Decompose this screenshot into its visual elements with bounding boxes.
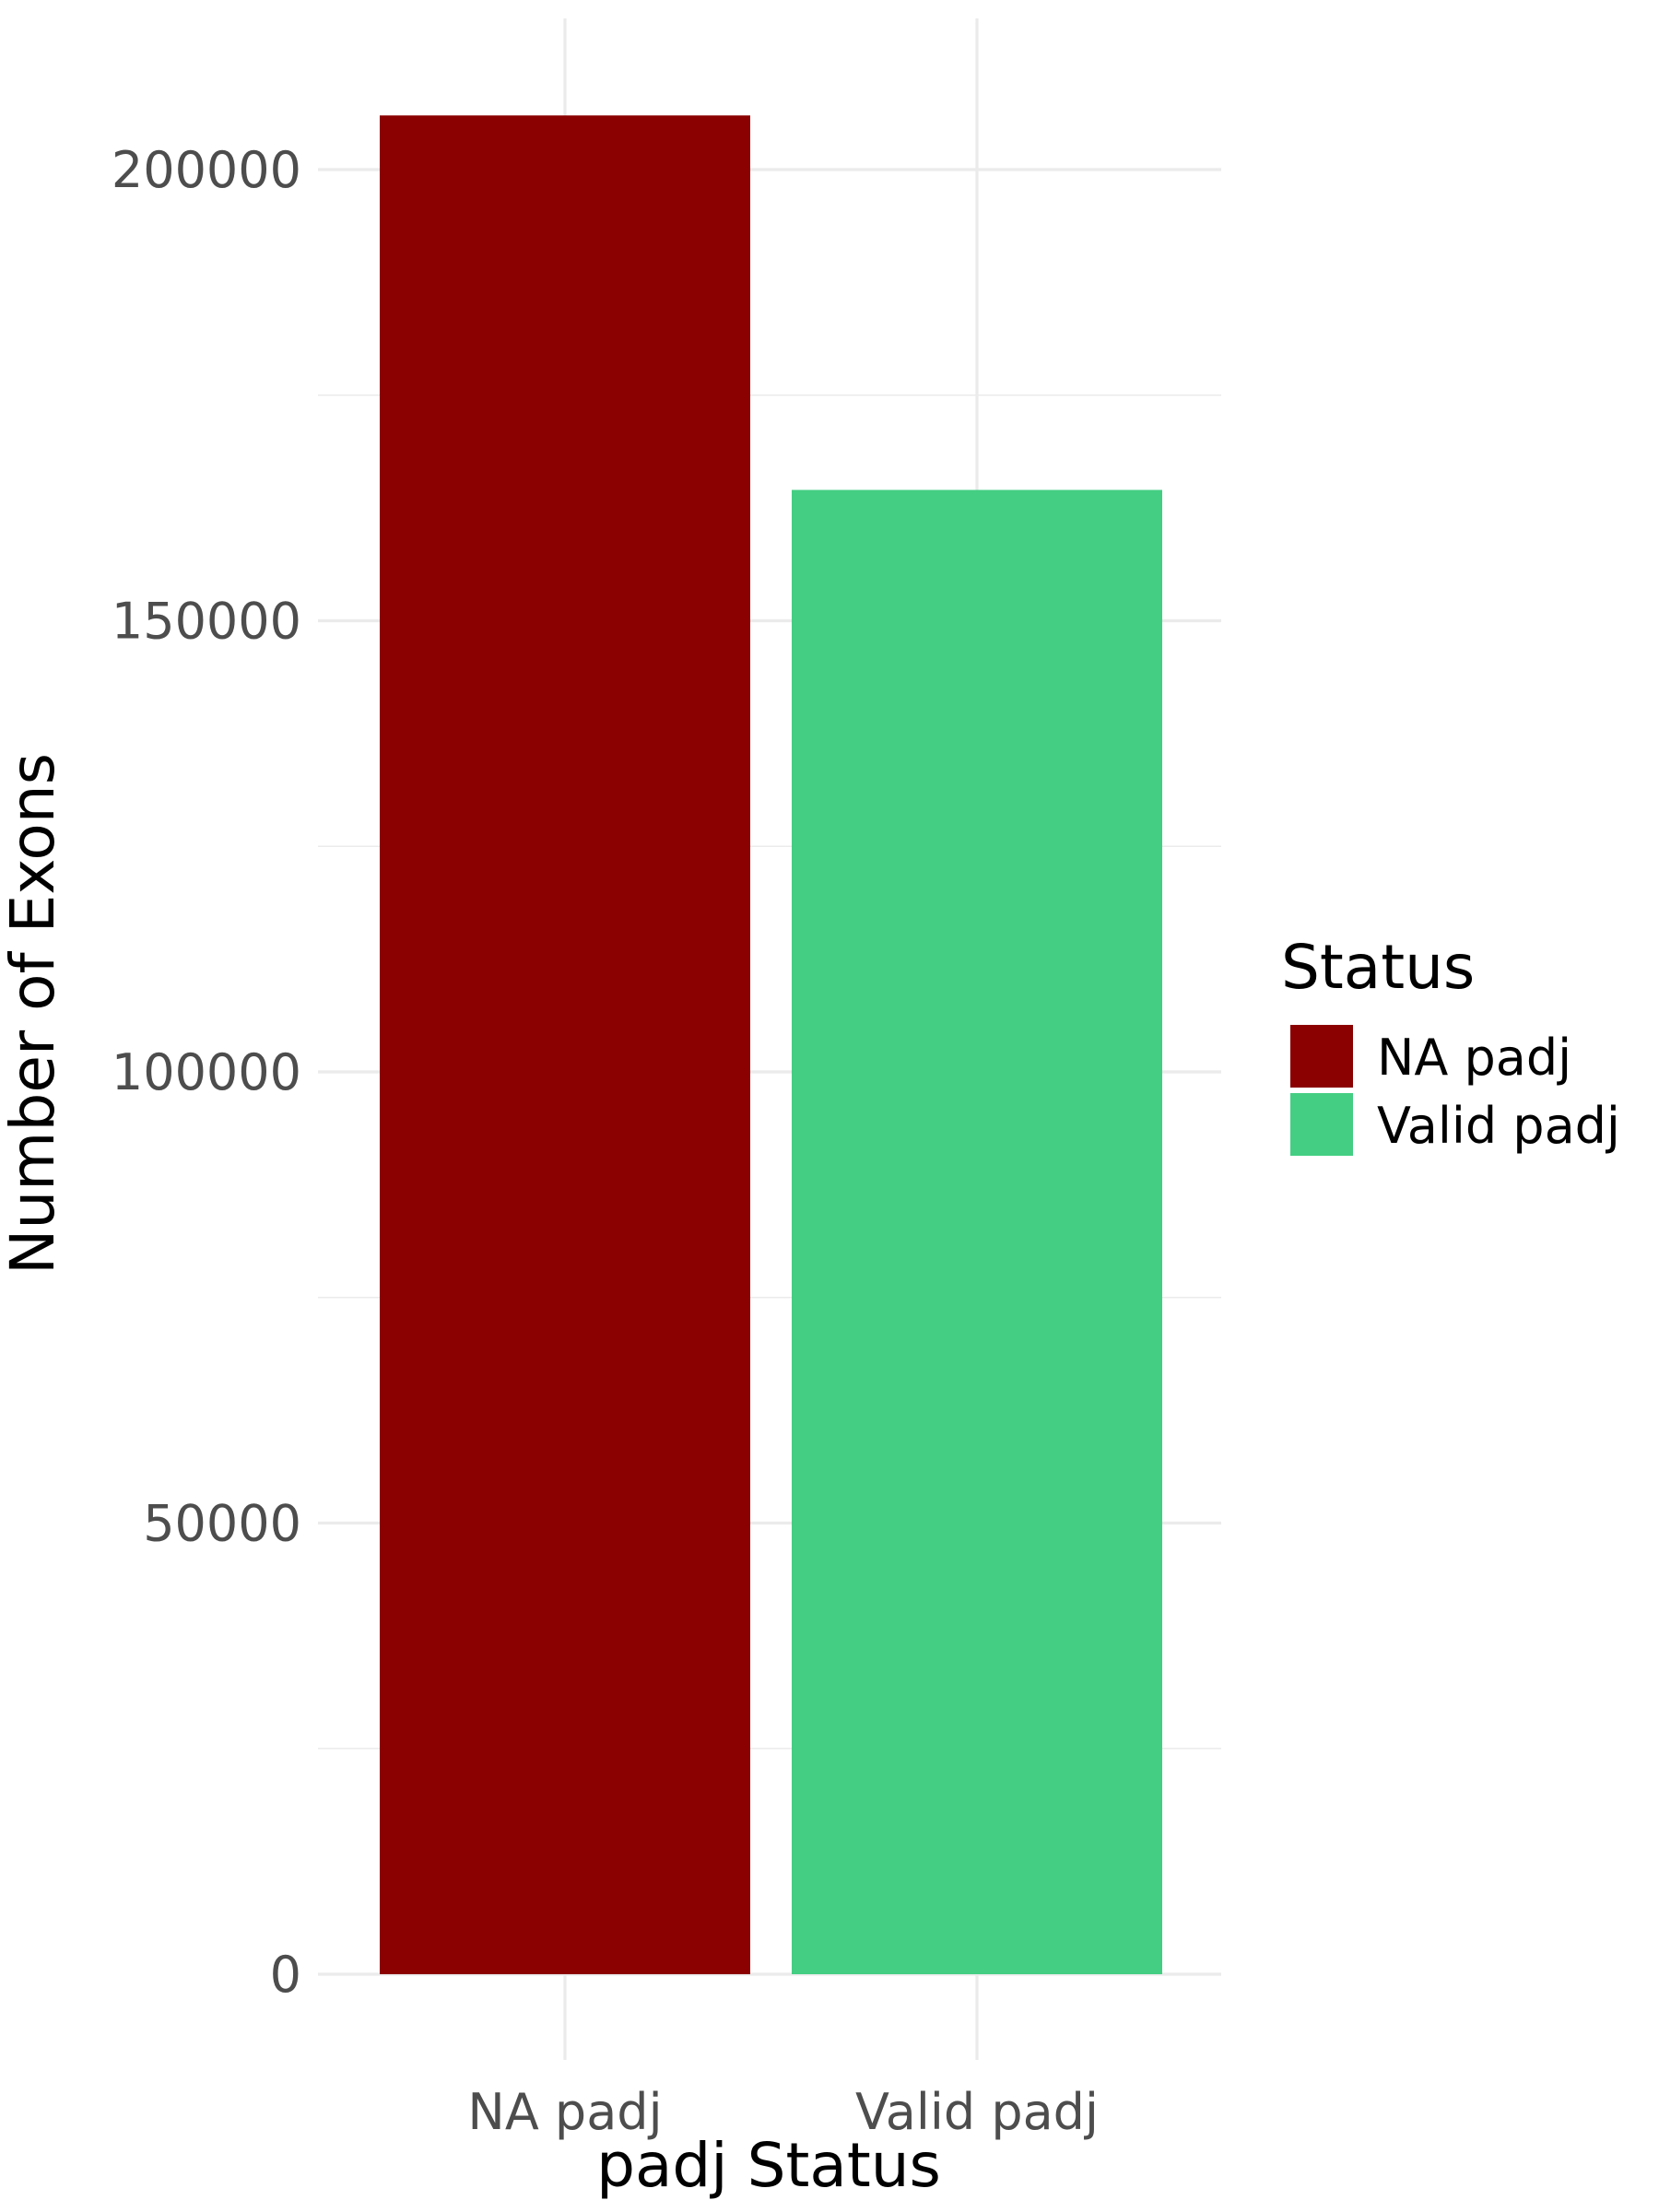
y-tick-label: 50000 bbox=[143, 1495, 301, 1553]
x-tick-label: Valid padj bbox=[855, 2083, 1099, 2141]
bars bbox=[380, 115, 1162, 1975]
bar-valid-padj bbox=[792, 489, 1162, 1975]
x-tick-label: NA padj bbox=[467, 2083, 662, 2141]
x-axis-ticks: NA padj Valid padj bbox=[467, 2083, 1099, 2141]
bar-na-padj bbox=[380, 115, 750, 1974]
x-axis-title: padj Status bbox=[596, 2130, 941, 2201]
legend-label: NA padj bbox=[1377, 1029, 1571, 1087]
y-axis-ticks: 0 50000 100000 150000 200000 bbox=[112, 141, 301, 2004]
legend-label: Valid padj bbox=[1377, 1097, 1620, 1155]
y-tick-label: 200000 bbox=[112, 141, 301, 199]
legend-swatch bbox=[1290, 1093, 1353, 1156]
y-tick-label: 150000 bbox=[112, 593, 301, 651]
y-axis-title: Number of Exons bbox=[0, 753, 68, 1275]
y-tick-label: 100000 bbox=[112, 1043, 301, 1101]
legend: Status NA padj Valid padj bbox=[1281, 932, 1620, 1156]
legend-swatch bbox=[1290, 1025, 1353, 1088]
legend-title: Status bbox=[1281, 932, 1475, 1003]
y-tick-label: 0 bbox=[270, 1946, 301, 2004]
